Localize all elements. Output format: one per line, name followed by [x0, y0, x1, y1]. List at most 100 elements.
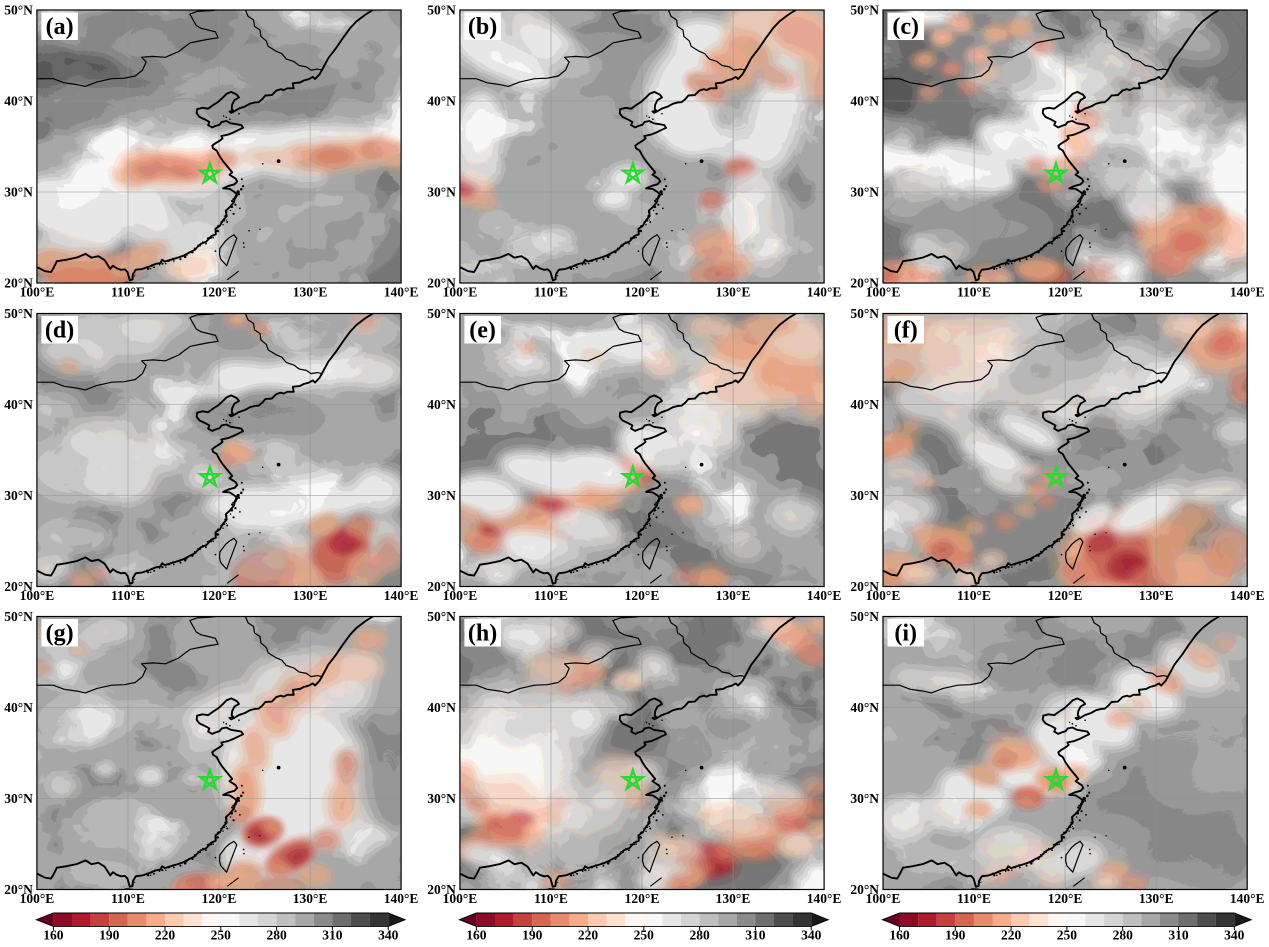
svg-text:220: 220 [155, 928, 176, 943]
svg-text:(e): (e) [469, 317, 496, 343]
svg-text:140°E: 140°E [384, 588, 419, 603]
svg-text:340: 340 [1224, 928, 1245, 943]
svg-text:130°E: 130°E [293, 588, 328, 603]
svg-text:120°E: 120°E [202, 891, 237, 906]
svg-text:100°E: 100°E [20, 891, 55, 906]
svg-text:140°E: 140°E [384, 891, 419, 906]
svg-text:100°E: 100°E [866, 284, 901, 299]
svg-text:110°E: 110°E [534, 588, 568, 603]
svg-text:140°E: 140°E [384, 284, 419, 299]
svg-text:280: 280 [266, 928, 287, 943]
svg-text:100°E: 100°E [866, 891, 901, 906]
svg-text:(g): (g) [46, 620, 74, 646]
svg-text:140°E: 140°E [1230, 891, 1265, 906]
svg-text:50°N: 50°N [4, 3, 33, 18]
svg-text:250: 250 [1057, 928, 1078, 943]
svg-text:40°N: 40°N [427, 94, 456, 109]
svg-text:130°E: 130°E [293, 891, 328, 906]
svg-text:120°E: 120°E [1048, 891, 1083, 906]
svg-text:30°N: 30°N [850, 791, 879, 806]
svg-text:30°N: 30°N [427, 791, 456, 806]
svg-text:50°N: 50°N [850, 306, 879, 321]
svg-text:40°N: 40°N [850, 700, 879, 715]
svg-text:30°N: 30°N [850, 185, 879, 200]
svg-text:250: 250 [211, 928, 232, 943]
svg-text:100°E: 100°E [866, 588, 901, 603]
svg-text:20°N: 20°N [4, 579, 33, 594]
svg-text:110°E: 110°E [111, 588, 145, 603]
svg-text:340: 340 [801, 928, 822, 943]
svg-text:50°N: 50°N [4, 306, 33, 321]
svg-text:30°N: 30°N [427, 488, 456, 503]
svg-text:190: 190 [99, 928, 120, 943]
svg-text:130°E: 130°E [293, 284, 328, 299]
svg-text:100°E: 100°E [443, 588, 478, 603]
svg-text:140°E: 140°E [807, 588, 842, 603]
svg-text:50°N: 50°N [850, 609, 879, 624]
svg-text:110°E: 110°E [957, 891, 991, 906]
svg-text:50°N: 50°N [4, 609, 33, 624]
svg-text:40°N: 40°N [427, 700, 456, 715]
svg-text:140°E: 140°E [1230, 284, 1265, 299]
svg-text:30°N: 30°N [4, 185, 33, 200]
svg-text:120°E: 120°E [202, 588, 237, 603]
svg-text:140°E: 140°E [1230, 588, 1265, 603]
svg-text:120°E: 120°E [625, 588, 660, 603]
svg-text:110°E: 110°E [111, 284, 145, 299]
svg-text:100°E: 100°E [443, 284, 478, 299]
svg-text:120°E: 120°E [1048, 588, 1083, 603]
svg-text:110°E: 110°E [111, 891, 145, 906]
svg-text:40°N: 40°N [4, 397, 33, 412]
svg-text:50°N: 50°N [850, 3, 879, 18]
svg-text:20°N: 20°N [427, 276, 456, 291]
svg-text:50°N: 50°N [427, 306, 456, 321]
svg-text:160: 160 [43, 928, 64, 943]
svg-text:130°E: 130°E [1139, 284, 1174, 299]
svg-text:340: 340 [378, 928, 399, 943]
svg-text:220: 220 [578, 928, 599, 943]
svg-text:190: 190 [522, 928, 543, 943]
svg-text:310: 310 [745, 928, 766, 943]
svg-text:20°N: 20°N [427, 882, 456, 897]
svg-text:30°N: 30°N [850, 488, 879, 503]
svg-text:110°E: 110°E [957, 588, 991, 603]
svg-text:310: 310 [1168, 928, 1189, 943]
svg-text:20°N: 20°N [850, 579, 879, 594]
svg-text:310: 310 [322, 928, 343, 943]
svg-text:130°E: 130°E [716, 284, 751, 299]
svg-text:40°N: 40°N [850, 397, 879, 412]
svg-text:130°E: 130°E [1139, 588, 1174, 603]
svg-text:50°N: 50°N [427, 3, 456, 18]
svg-text:280: 280 [1113, 928, 1134, 943]
svg-text:130°E: 130°E [716, 588, 751, 603]
svg-text:120°E: 120°E [202, 284, 237, 299]
svg-text:30°N: 30°N [4, 791, 33, 806]
svg-text:40°N: 40°N [427, 397, 456, 412]
svg-text:130°E: 130°E [1139, 891, 1174, 906]
svg-text:100°E: 100°E [443, 891, 478, 906]
svg-text:120°E: 120°E [625, 284, 660, 299]
svg-text:(b): (b) [468, 14, 497, 40]
svg-text:140°E: 140°E [807, 284, 842, 299]
svg-text:40°N: 40°N [4, 700, 33, 715]
svg-text:110°E: 110°E [534, 891, 568, 906]
svg-text:110°E: 110°E [534, 284, 568, 299]
svg-text:110°E: 110°E [957, 284, 991, 299]
svg-text:100°E: 100°E [20, 588, 55, 603]
svg-text:(a): (a) [46, 14, 74, 40]
svg-text:20°N: 20°N [4, 276, 33, 291]
svg-text:30°N: 30°N [4, 488, 33, 503]
svg-text:20°N: 20°N [4, 882, 33, 897]
svg-text:(i): (i) [894, 620, 917, 646]
svg-text:160: 160 [889, 928, 910, 943]
svg-text:220: 220 [1001, 928, 1022, 943]
svg-text:(c): (c) [892, 14, 919, 40]
svg-text:20°N: 20°N [427, 579, 456, 594]
svg-text:20°N: 20°N [850, 882, 879, 897]
svg-text:280: 280 [689, 928, 710, 943]
svg-text:160: 160 [466, 928, 487, 943]
svg-text:(h): (h) [468, 620, 497, 646]
svg-text:140°E: 140°E [807, 891, 842, 906]
svg-text:100°E: 100°E [20, 284, 55, 299]
svg-text:190: 190 [945, 928, 966, 943]
